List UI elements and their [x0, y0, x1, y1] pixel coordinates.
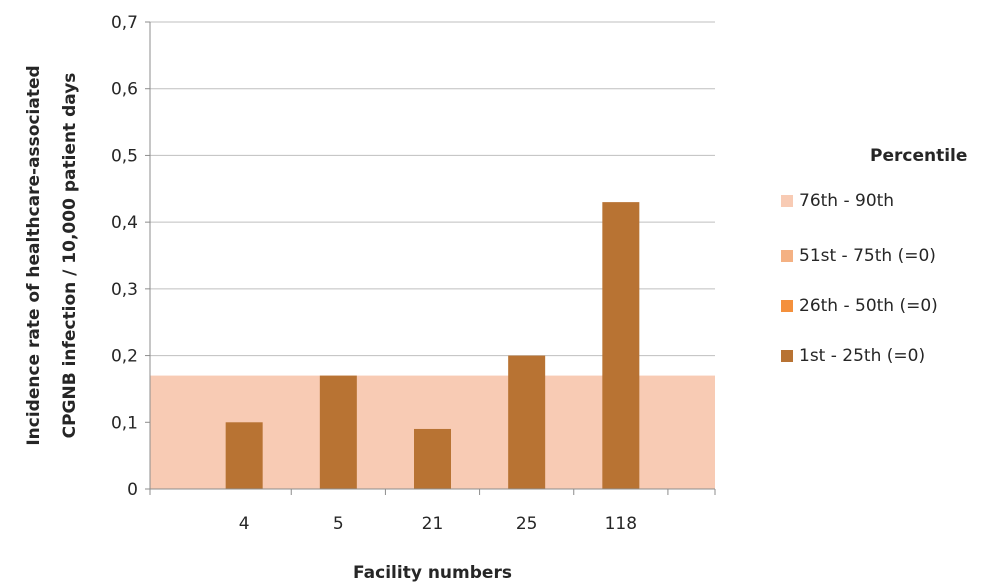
x-tick-label: 4	[239, 514, 250, 534]
x-tick-label: 21	[422, 514, 444, 534]
y-tick-label: 0,5	[111, 146, 138, 166]
y-tick-label: 0,7	[111, 13, 138, 33]
y-tick-label: 0,2	[111, 347, 138, 367]
bar	[508, 355, 546, 489]
y-tick-labels: 0 0,1 0,2 0,3 0,4 0,5 0,6 0,7	[111, 13, 138, 500]
x-tick-labels: 4 5 21 25 118	[239, 514, 637, 534]
y-axis-title-line-1: Incidence rate of healthcare-associated	[24, 65, 44, 445]
legend-swatch	[781, 300, 793, 312]
legend-label: 76th - 90th	[799, 191, 895, 211]
x-tick-label: 25	[516, 514, 538, 534]
axes	[149, 22, 716, 495]
legend-swatch	[781, 195, 793, 207]
bar	[602, 202, 640, 489]
legend-label: 51st - 75th (=0)	[799, 246, 936, 266]
y-axis-title-line-2: CPGNB infection / 10,000 patient days	[60, 73, 80, 439]
y-tick-label: 0	[127, 480, 138, 500]
legend-item-26th-50th: 26th - 50th (=0)	[781, 295, 938, 317]
legend-swatch	[781, 250, 793, 262]
legend-label: 1st - 25th (=0)	[799, 346, 926, 366]
legend-swatch	[781, 350, 793, 362]
legend-label: 26th - 50th (=0)	[799, 296, 938, 316]
bar	[319, 375, 357, 489]
bars	[225, 202, 640, 489]
legend-item-76th-90th: 76th - 90th	[781, 190, 894, 212]
y-tick-label: 0,4	[111, 213, 138, 233]
x-tick-label: 118	[605, 514, 637, 534]
legend-title: Percentile	[870, 146, 968, 166]
y-tick-label: 0,1	[111, 413, 138, 433]
legend-item-1st-25th: 1st - 25th (=0)	[781, 345, 925, 367]
x-tick-label: 5	[333, 514, 344, 534]
bar	[414, 428, 451, 489]
y-tick-label: 0,6	[111, 80, 138, 100]
x-axis-title: Facility numbers	[353, 563, 512, 583]
legend-item-51st-75th: 51st - 75th (=0)	[781, 245, 936, 267]
y-tick-label: 0,3	[111, 280, 138, 300]
y-axis-title: Incidence rate of healthcare-associated …	[24, 65, 80, 445]
bar	[225, 422, 263, 489]
